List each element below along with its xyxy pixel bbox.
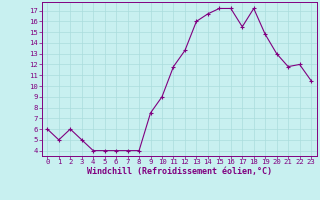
X-axis label: Windchill (Refroidissement éolien,°C): Windchill (Refroidissement éolien,°C) [87, 167, 272, 176]
